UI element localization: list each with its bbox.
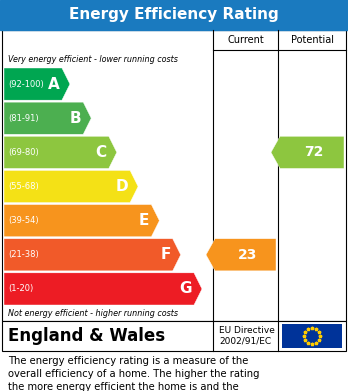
Polygon shape [4,204,159,237]
Text: 72: 72 [304,145,324,160]
Text: The energy efficiency rating is a measure of the
overall efficiency of a home. T: The energy efficiency rating is a measur… [8,356,260,391]
Polygon shape [4,273,202,305]
Polygon shape [206,239,276,271]
Text: 23: 23 [238,248,257,262]
Polygon shape [4,68,70,100]
Bar [2,321,346,351]
Text: Potential: Potential [291,35,333,45]
Bar [0,0,348,30]
Text: (81-91): (81-91) [8,114,39,123]
Text: Not energy efficient - higher running costs: Not energy efficient - higher running co… [8,310,178,319]
Polygon shape [4,170,138,203]
Bar [2,30,346,321]
Text: C: C [96,145,107,160]
Text: (55-68): (55-68) [8,182,39,191]
Text: England & Wales: England & Wales [8,327,165,345]
Text: (92-100): (92-100) [8,80,44,89]
Text: (39-54): (39-54) [8,216,39,225]
Text: A: A [48,77,60,91]
Text: Energy Efficiency Rating: Energy Efficiency Rating [69,7,279,23]
Text: (21-38): (21-38) [8,250,39,259]
Polygon shape [4,239,181,271]
Bar [282,324,342,348]
Text: F: F [160,247,171,262]
Text: Very energy efficient - lower running costs: Very energy efficient - lower running co… [8,54,178,63]
Polygon shape [4,136,117,169]
Text: (69-80): (69-80) [8,148,39,157]
Text: (1-20): (1-20) [8,284,33,293]
Text: Current: Current [227,35,264,45]
Text: EU Directive
2002/91/EC: EU Directive 2002/91/EC [219,326,275,346]
Text: E: E [139,213,149,228]
Text: D: D [116,179,128,194]
Text: G: G [180,282,192,296]
Text: B: B [70,111,81,126]
Polygon shape [271,136,344,169]
Polygon shape [4,102,91,134]
